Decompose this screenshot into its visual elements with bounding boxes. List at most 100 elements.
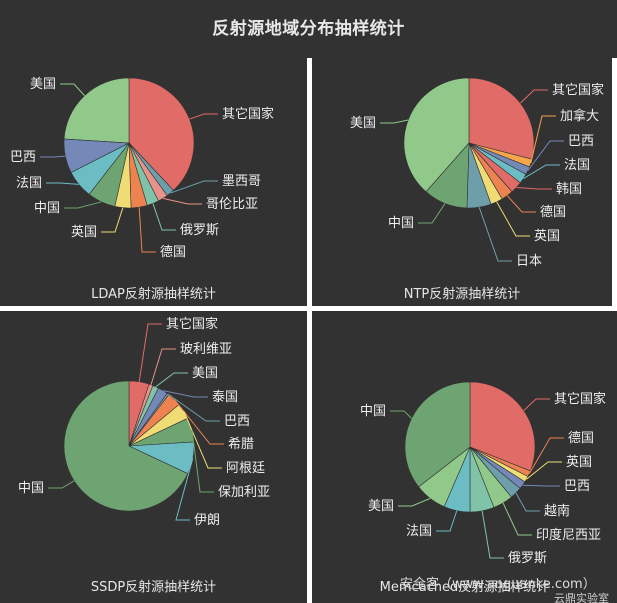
leader-line bbox=[530, 115, 556, 164]
leader-line bbox=[173, 399, 224, 445]
leader-line bbox=[167, 393, 220, 422]
leader-line bbox=[152, 203, 176, 231]
slice-label: 英国 bbox=[71, 225, 97, 240]
slice-label: 哥伦比亚 bbox=[206, 197, 258, 212]
leader-line bbox=[496, 201, 530, 237]
pie-slice[interactable] bbox=[63, 77, 130, 144]
leader-line bbox=[150, 348, 176, 385]
watermark-yunding: 云鼎实验室 bbox=[554, 592, 609, 603]
leader-line bbox=[527, 140, 564, 171]
chart-title-memcached: Memcached反射源抽样统计 bbox=[379, 580, 550, 595]
leader-line bbox=[516, 186, 552, 190]
slice-label: 俄罗斯 bbox=[508, 551, 547, 566]
leader-line bbox=[189, 113, 218, 120]
slice-label: 伊朗 bbox=[194, 513, 220, 528]
leader-line bbox=[528, 437, 564, 474]
slice-label: 墨西哥 bbox=[222, 174, 261, 189]
slice-label: 中国 bbox=[18, 481, 44, 496]
slice-label: 日本 bbox=[516, 254, 542, 269]
slice-label: 加拿大 bbox=[560, 108, 599, 124]
slice-label: 俄罗斯 bbox=[180, 223, 219, 238]
slice-label: 巴西 bbox=[568, 134, 594, 149]
slice-label: 中国 bbox=[34, 201, 60, 216]
slice-label: 阿根廷 bbox=[226, 461, 265, 476]
chart-title-ssdp: SSDP反射源抽样统计 bbox=[90, 580, 217, 595]
slice-label: 美国 bbox=[350, 116, 376, 131]
leader-line bbox=[60, 83, 85, 96]
slice-label: 德国 bbox=[540, 205, 566, 220]
slice-label: 法国 bbox=[406, 524, 432, 539]
slice-label: 其它国家 bbox=[552, 82, 604, 98]
slice-label: 越南 bbox=[544, 503, 570, 519]
leader-line bbox=[502, 502, 532, 536]
slice-label: 英国 bbox=[534, 229, 560, 244]
slice-label: 韩国 bbox=[556, 182, 582, 197]
slice-label: 泰国 bbox=[212, 390, 238, 405]
slice-label: 中国 bbox=[388, 216, 414, 231]
leader-line bbox=[40, 155, 66, 158]
header: 反射源地域分布抽样统计 bbox=[0, 0, 617, 58]
pie-slice[interactable] bbox=[469, 381, 536, 472]
leader-line bbox=[162, 197, 202, 205]
pie-slice[interactable] bbox=[403, 77, 470, 193]
leader-line bbox=[522, 484, 560, 487]
slice-label: 印度尼西亚 bbox=[536, 527, 601, 543]
main-title: 反射源地域分布抽样统计 bbox=[212, 19, 405, 39]
leader-line bbox=[175, 458, 194, 521]
leader-line bbox=[418, 203, 446, 224]
leader-line bbox=[478, 207, 512, 262]
slice-label: 法国 bbox=[16, 176, 42, 191]
slice-label: 其它国家 bbox=[166, 316, 218, 332]
slice-label: 德国 bbox=[568, 431, 594, 446]
panel-memcached: 其它国家德国英国巴西越南印度尼西亚俄罗斯 法国 美国 中国 Memcached反射源抽… bbox=[312, 311, 617, 603]
slice-label: 巴西 bbox=[10, 150, 36, 165]
chart-title-ntp: NTP反射源抽样统计 bbox=[403, 287, 521, 302]
slice-label: 巴西 bbox=[564, 479, 590, 494]
leader-line bbox=[520, 89, 548, 104]
leader-line bbox=[155, 372, 188, 388]
leader-line bbox=[138, 207, 156, 253]
leader-line bbox=[523, 398, 550, 411]
leader-line bbox=[526, 461, 562, 480]
leader-line bbox=[506, 195, 536, 213]
slice-label: 中国 bbox=[360, 404, 386, 419]
slice-label: 美国 bbox=[192, 366, 218, 381]
leader-line bbox=[48, 480, 75, 489]
slice-label: 其它国家 bbox=[554, 391, 606, 407]
slice-label: 希腊 bbox=[228, 437, 254, 452]
leader-line bbox=[101, 207, 124, 233]
leader-line bbox=[398, 497, 431, 507]
slice-label: 法国 bbox=[564, 158, 590, 173]
slice-label: 美国 bbox=[368, 499, 394, 514]
watermark-anquanke: 安全客（www.anquanke.com） bbox=[400, 577, 596, 592]
leader-line bbox=[523, 164, 560, 180]
chart-title-ldap: LDAP反射源抽样统计 bbox=[91, 287, 216, 302]
slice-label: 巴西 bbox=[224, 414, 250, 429]
leader-line bbox=[515, 492, 540, 512]
slice-label: 其它国家 bbox=[222, 106, 274, 122]
leader-line bbox=[481, 510, 504, 559]
pie-slice[interactable] bbox=[63, 380, 189, 512]
panel-ssdp: 其它国家玻利维亚美国泰国巴西希腊阿根廷保加利亚伊朗 中国 SSDP反射源抽样统计 bbox=[0, 311, 307, 603]
pie-slice[interactable] bbox=[404, 381, 471, 488]
leader-line bbox=[191, 429, 214, 493]
slice-label: 美国 bbox=[30, 77, 56, 92]
panel-ldap: 其它国家墨西哥哥伦比亚俄罗斯德国 英国 中国 法国 巴西 美国 LDAP反射源抽样统计 bbox=[0, 58, 307, 306]
leader-line bbox=[46, 182, 79, 185]
leader-line bbox=[380, 119, 409, 124]
leader-line bbox=[436, 510, 458, 532]
leader-line bbox=[390, 410, 412, 419]
panel-ntp: 其它国家加拿大巴西法国韩国德国英国日本 中国 美国 NTP反射源抽样统计 bbox=[312, 58, 612, 306]
slice-label: 英国 bbox=[566, 455, 592, 470]
slice-label: 德国 bbox=[160, 245, 186, 260]
leader-line bbox=[138, 323, 162, 382]
leader-line bbox=[162, 390, 208, 398]
leader-line bbox=[170, 180, 218, 194]
slice-label: 玻利维亚 bbox=[180, 342, 232, 357]
leader-line bbox=[64, 201, 102, 209]
slice-label: 保加利亚 bbox=[218, 485, 270, 500]
